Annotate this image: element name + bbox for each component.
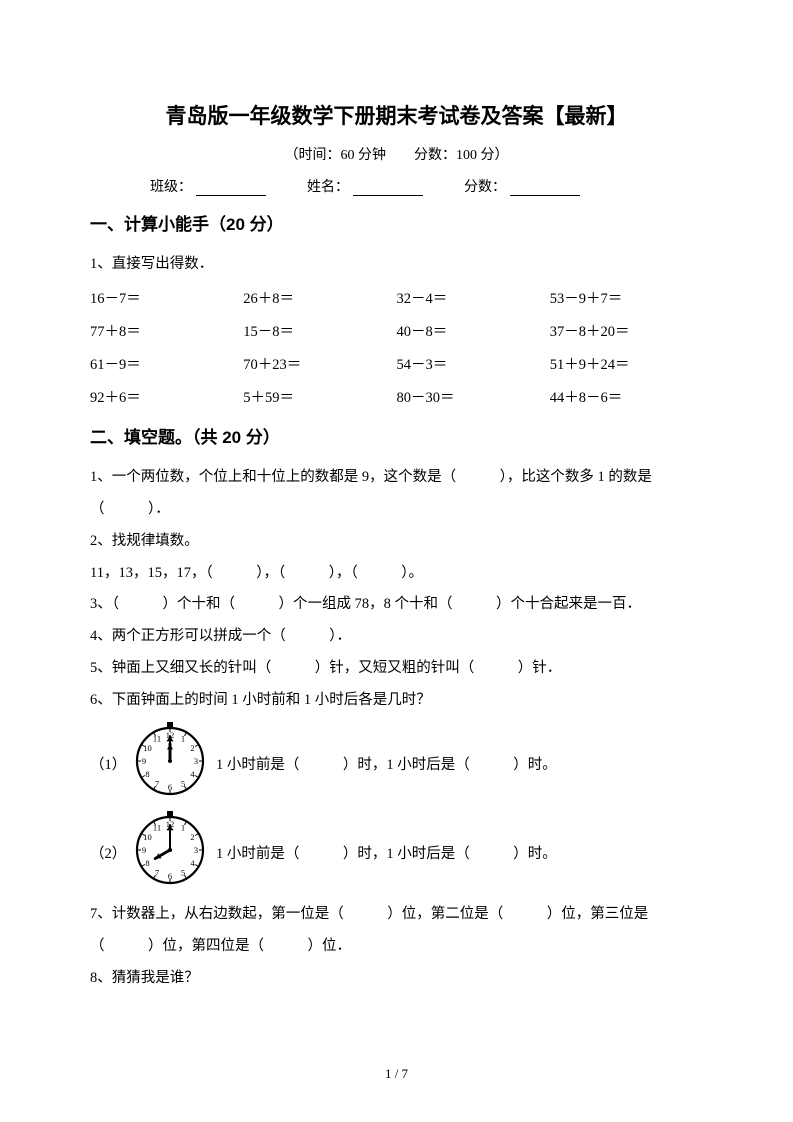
s2-q5: 5、钟面上又细又长的针叫（ ）针，又短又粗的针叫（ ）针． [90, 653, 703, 685]
calc-cell: 51＋9＋24＝ [550, 347, 703, 380]
calc-cell: 37－8＋20＝ [550, 314, 703, 347]
section1-q1-prompt: 1、直接写出得数． [90, 249, 703, 281]
calc-cell: 5＋59＝ [243, 380, 396, 413]
name-label: 姓名： [307, 180, 349, 195]
calc-table: 16－7＝ 26＋8＝ 32－4＝ 53－9＋7＝ 77＋8＝ 15－8＝ 40… [90, 281, 703, 413]
s2-q2b: 11，13，15，17，（ ），（ ），（ ）。 [90, 558, 703, 590]
table-row: 16－7＝ 26＋8＝ 32－4＝ 53－9＋7＝ [90, 281, 703, 314]
calc-cell: 61－9＝ [90, 347, 243, 380]
calc-cell: 16－7＝ [90, 281, 243, 314]
info-line: 班级： 姓名： 分数： [90, 176, 703, 196]
table-row: 61－9＝ 70＋23＝ 54－3＝ 51＋9＋24＝ [90, 347, 703, 380]
table-row: 77＋8＝ 15－8＝ 40－8＝ 37－8＋20＝ [90, 314, 703, 347]
calc-cell: 54－3＝ [397, 347, 550, 380]
score-label: 分数： [464, 180, 506, 195]
q6-2-prefix: （2） [90, 842, 130, 863]
class-label: 班级： [150, 180, 192, 195]
calc-cell: 15－8＝ [243, 314, 396, 347]
q6-1-prefix: （1） [90, 753, 130, 774]
svg-text:4: 4 [190, 769, 195, 779]
svg-text:10: 10 [143, 832, 152, 842]
score-blank[interactable] [510, 180, 580, 196]
calc-cell: 44＋8－6＝ [550, 380, 703, 413]
s2-q2: 2、找规律填数。 [90, 526, 703, 558]
svg-text:10: 10 [143, 743, 152, 753]
s2-q1: 1、一个两位数，个位上和十位上的数都是 9，这个数是（ ），比这个数多 1 的数… [90, 462, 703, 526]
calc-cell: 70＋23＝ [243, 347, 396, 380]
calc-cell: 26＋8＝ [243, 281, 396, 314]
page-number: 1 / 7 [0, 1066, 793, 1082]
clock-icon: 123456789101112 [130, 810, 210, 890]
section2-heading: 二、填空题。（共 20 分） [90, 423, 703, 448]
name-blank[interactable] [353, 180, 423, 196]
s2-q4: 4、两个正方形可以拼成一个（ ）． [90, 621, 703, 653]
svg-text:8: 8 [145, 858, 149, 868]
section1-heading: 一、计算小能手（20 分） [90, 210, 703, 235]
calc-cell: 32－4＝ [397, 281, 550, 314]
svg-text:2: 2 [190, 743, 194, 753]
calc-cell: 53－9＋7＝ [550, 281, 703, 314]
q6-1-text: 1 小时前是（ ）时，1 小时后是（ ）时。 [216, 753, 703, 774]
calc-cell: 80－30＝ [397, 380, 550, 413]
clock-row-2: （2） 123456789101112 1 小时前是（ ）时，1 小时后是（ ）… [90, 810, 703, 895]
subtitle: （时间：60 分钟 分数：100 分） [90, 144, 703, 164]
svg-text:3: 3 [194, 756, 198, 766]
table-row: 92＋6＝ 5＋59＝ 80－30＝ 44＋8－6＝ [90, 380, 703, 413]
q6-2-text: 1 小时前是（ ）时，1 小时后是（ ）时。 [216, 842, 703, 863]
class-blank[interactable] [196, 180, 266, 196]
clock-1: 123456789101112 [130, 721, 216, 806]
clock-2: 123456789101112 [130, 810, 216, 895]
clock-icon: 123456789101112 [130, 721, 210, 801]
calc-cell: 40－8＝ [397, 314, 550, 347]
svg-text:9: 9 [142, 756, 146, 766]
clock-row-1: （1） 123456789101112 1 小时前是（ ）时，1 小时后是（ ）… [90, 721, 703, 806]
calc-cell: 77＋8＝ [90, 314, 243, 347]
s2-q3: 3、（ ）个十和（ ）个一组成 78，8 个十和（ ）个十合起来是一百． [90, 589, 703, 621]
svg-text:8: 8 [145, 769, 149, 779]
svg-text:4: 4 [190, 858, 195, 868]
svg-text:9: 9 [142, 845, 146, 855]
calc-cell: 92＋6＝ [90, 380, 243, 413]
svg-text:2: 2 [190, 832, 194, 842]
s2-q7: 7、计数器上，从右边数起，第一位是（ ）位，第二位是（ ）位，第三位是（ ）位，… [90, 899, 703, 963]
s2-q8: 8、猜猜我是谁？ [90, 963, 703, 995]
svg-text:11: 11 [153, 733, 161, 743]
svg-text:3: 3 [194, 845, 198, 855]
svg-text:11: 11 [153, 822, 161, 832]
page-title: 青岛版一年级数学下册期末考试卷及答案【最新】 [90, 100, 703, 130]
s2-q6: 6、下面钟面上的时间 1 小时前和 1 小时后各是几时？ [90, 685, 703, 717]
